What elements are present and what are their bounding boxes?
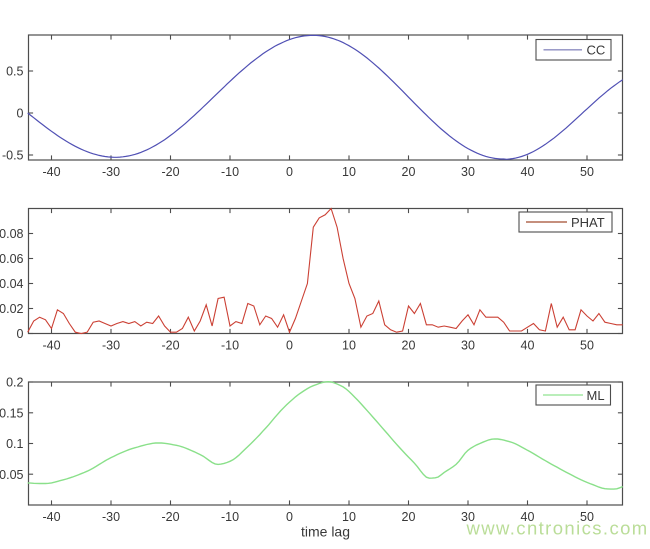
svg-text:-40: -40 [42,510,60,524]
svg-text:0.08: 0.08 [0,227,24,241]
svg-text:0: 0 [286,510,293,524]
svg-text:-30: -30 [102,339,120,353]
svg-text:time lag: time lag [301,524,350,540]
svg-text:10: 10 [342,339,356,353]
svg-text:-30: -30 [102,165,120,179]
svg-text:0.1: 0.1 [6,437,23,451]
svg-text:20: 20 [402,165,416,179]
svg-text:-20: -20 [161,165,179,179]
svg-text:50: 50 [580,510,594,524]
svg-text:-10: -10 [221,165,239,179]
svg-text:20: 20 [402,339,416,353]
svg-text:10: 10 [342,165,356,179]
svg-text:10: 10 [342,510,356,524]
svg-text:-20: -20 [161,339,179,353]
svg-text:-20: -20 [161,510,179,524]
svg-text:40: 40 [521,165,535,179]
svg-text:ML: ML [587,388,605,403]
svg-text:30: 30 [461,510,475,524]
svg-text:www.cntronics.com: www.cntronics.com [466,518,649,539]
svg-text:40: 40 [521,510,535,524]
svg-text:CC: CC [587,43,606,58]
svg-text:PHAT: PHAT [571,215,605,230]
svg-text:0: 0 [17,107,24,121]
svg-text:50: 50 [580,339,594,353]
svg-text:20: 20 [402,510,416,524]
svg-text:30: 30 [461,339,475,353]
svg-text:0.2: 0.2 [6,376,23,390]
svg-text:40: 40 [521,339,535,353]
svg-text:0.5: 0.5 [6,65,23,79]
svg-text:0: 0 [286,339,293,353]
svg-text:0: 0 [17,327,24,341]
svg-text:0.06: 0.06 [0,252,24,266]
svg-text:-40: -40 [42,165,60,179]
svg-text:0: 0 [286,165,293,179]
svg-text:-40: -40 [42,339,60,353]
svg-text:0.15: 0.15 [0,406,24,420]
svg-text:0.05: 0.05 [0,468,24,482]
svg-text:50: 50 [580,165,594,179]
svg-text:-10: -10 [221,510,239,524]
svg-text:0.04: 0.04 [0,277,24,291]
svg-text:-0.5: -0.5 [2,149,24,163]
svg-text:0.02: 0.02 [0,302,24,316]
svg-text:-30: -30 [102,510,120,524]
svg-text:30: 30 [461,165,475,179]
svg-text:-10: -10 [221,339,239,353]
